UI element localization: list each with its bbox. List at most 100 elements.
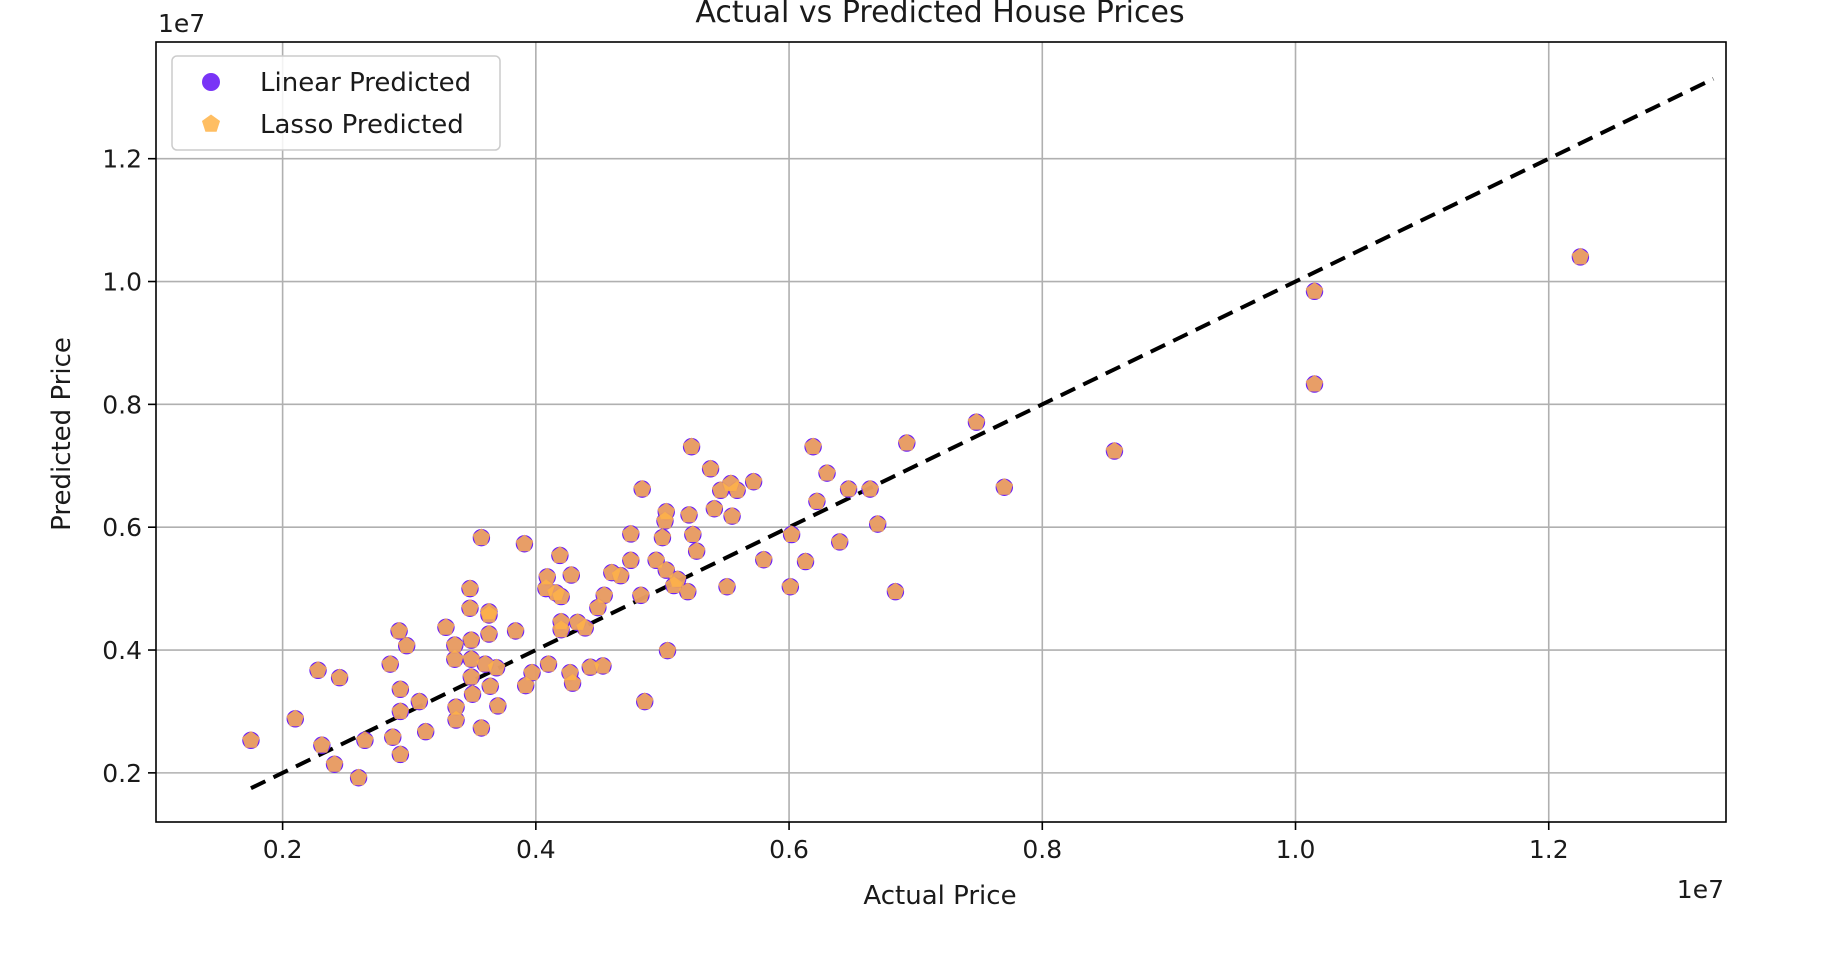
lasso-point	[391, 702, 410, 719]
lasso-point	[462, 631, 481, 648]
lasso-point	[523, 663, 541, 681]
y-tick-label: 0.6	[102, 513, 142, 542]
lasso-point	[682, 437, 701, 455]
lasso-point	[653, 528, 672, 546]
axis-ticks: 0.2 0.4 0.6 0.8 1.0 1.2 0.2 0.4 0.6 0.8 1.0 1.2	[102, 145, 1568, 864]
lasso-point	[381, 654, 399, 672]
lasso-point	[594, 656, 612, 674]
lasso-point	[552, 620, 570, 638]
lasso-point	[995, 478, 1014, 495]
lasso-point	[356, 731, 374, 748]
lasso-point	[447, 697, 465, 715]
lasso-point	[595, 586, 613, 603]
lasso-point	[718, 577, 736, 595]
lasso-point	[728, 481, 746, 498]
lasso-point	[684, 525, 702, 543]
lasso-point	[1305, 282, 1324, 299]
y-tick-label: 1.0	[102, 268, 142, 297]
y-offset-text: 1e7	[158, 9, 205, 38]
lasso-point	[309, 661, 327, 678]
y-tick-label: 0.4	[102, 636, 142, 665]
lasso-point	[562, 565, 581, 583]
lasso-point	[818, 463, 836, 481]
lasso-point	[472, 528, 491, 546]
lasso-point	[390, 621, 408, 639]
y-tick-label: 0.8	[102, 390, 142, 419]
lasso-point	[437, 618, 455, 635]
lasso-point	[754, 550, 773, 568]
lasso-point	[622, 551, 640, 568]
lasso-point	[487, 658, 506, 676]
lasso-point	[330, 668, 349, 686]
y-tick-label: 1.2	[102, 145, 142, 174]
lasso-point	[325, 755, 344, 772]
lasso-point	[480, 605, 498, 623]
lasso-point	[886, 582, 905, 600]
lasso-point	[462, 650, 481, 667]
lasso-point	[967, 412, 986, 430]
lasso-point	[1305, 374, 1324, 392]
lasso-point	[397, 636, 416, 654]
legend-marker-lasso	[201, 114, 221, 132]
lasso-point	[622, 524, 640, 542]
x-tick-label: 1.0	[1276, 835, 1316, 864]
lasso-point	[463, 685, 482, 702]
reference-line-layer	[250, 77, 1715, 791]
x-tick-label: 0.6	[769, 835, 809, 864]
data-points	[242, 247, 1590, 787]
lasso-point	[446, 635, 464, 653]
lasso-point	[461, 579, 479, 597]
lasso-point	[782, 525, 801, 543]
lasso-point	[633, 479, 651, 497]
lasso-point	[447, 710, 465, 728]
lasso-point	[830, 532, 849, 550]
lasso-point	[538, 567, 556, 585]
lasso-point	[705, 499, 724, 517]
lasso-point	[446, 650, 464, 667]
lasso-point	[481, 677, 500, 694]
x-axis-label: Actual Price	[863, 881, 1016, 911]
y-tick-label: 0.2	[102, 759, 142, 788]
lasso-point	[242, 731, 260, 748]
lasso-point	[781, 577, 800, 595]
lasso-point	[551, 546, 569, 563]
lasso-point	[286, 709, 305, 727]
legend-marker-linear	[202, 73, 220, 91]
legend-label-lasso: Lasso Predicted	[260, 110, 464, 140]
lasso-point	[410, 692, 429, 710]
lasso-point	[632, 586, 650, 603]
lasso-point	[516, 676, 535, 694]
lasso-point	[489, 696, 507, 714]
lasso-point	[581, 658, 600, 675]
reference-line	[250, 77, 1715, 791]
y-axis-label: Predicted Price	[47, 337, 77, 531]
lasso-point	[744, 472, 763, 490]
lasso-point	[701, 459, 720, 477]
lasso-point	[658, 641, 677, 659]
lasso-point	[796, 552, 815, 570]
lasso-point	[1105, 441, 1124, 459]
x-tick-label: 0.2	[263, 835, 303, 864]
lasso-point	[1571, 247, 1590, 265]
lasso-point	[808, 492, 826, 509]
legend-box	[171, 55, 501, 151]
lasso-point	[552, 587, 570, 605]
legend: Linear Predicted Lasso Predicted	[171, 55, 501, 151]
legend-label-linear: Linear Predicted	[260, 68, 471, 98]
lasso-point	[647, 551, 665, 568]
lasso-point	[515, 534, 534, 552]
lasso-point	[472, 718, 491, 736]
x-tick-label: 1.2	[1529, 835, 1569, 864]
lasso-point	[462, 667, 481, 685]
lasso-point	[804, 437, 822, 455]
plot-frame	[155, 41, 1727, 823]
lasso-point	[349, 768, 368, 786]
lasso-point	[313, 736, 331, 753]
lasso-point	[898, 433, 916, 451]
lasso-point	[563, 674, 582, 691]
lasso-point	[635, 692, 654, 710]
lasso-point	[657, 502, 675, 520]
lasso-point	[668, 570, 687, 587]
